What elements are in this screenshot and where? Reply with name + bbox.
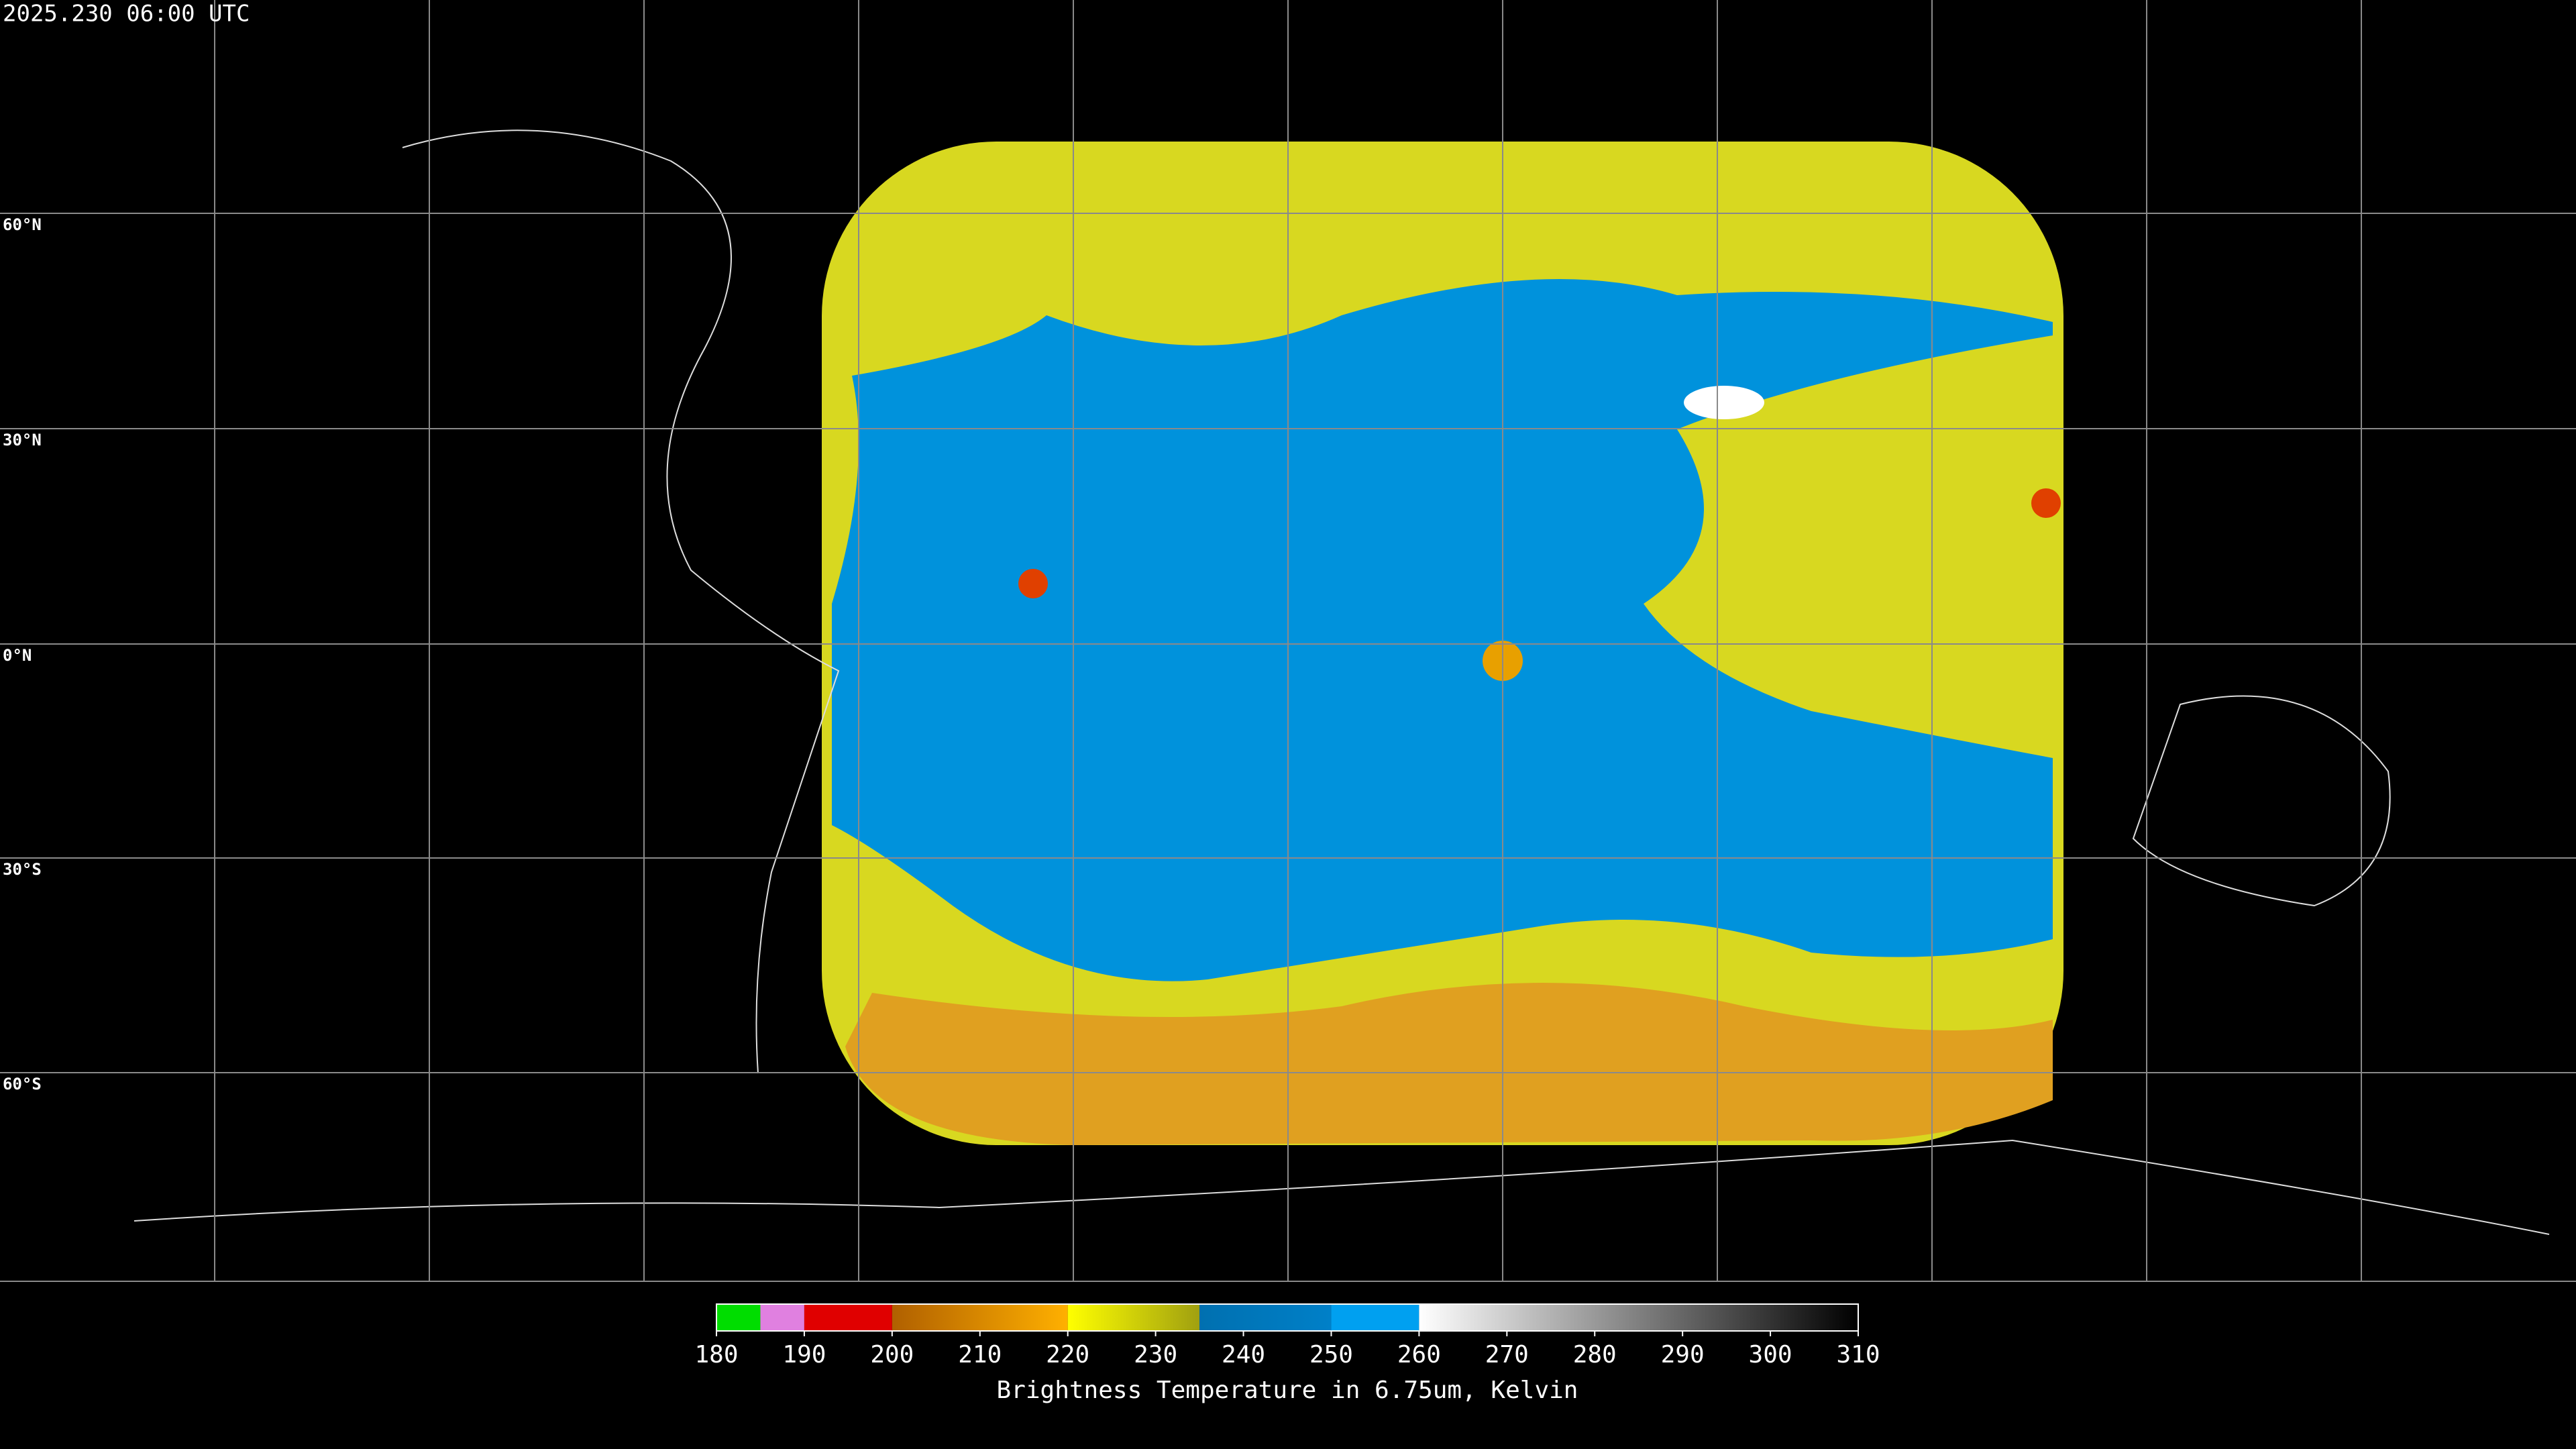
- convection: [1018, 569, 1048, 598]
- latitude-label: 60°N: [3, 215, 42, 234]
- colorbar-tick-label: 270: [1485, 1341, 1529, 1368]
- colorbar-frame: [716, 1303, 1859, 1332]
- colorbar-segment: [1331, 1304, 1419, 1331]
- colorbar-tick-label: 180: [694, 1341, 738, 1368]
- latitude-label: 30°S: [3, 860, 42, 879]
- coastline: [2132, 695, 2391, 907]
- colorbar-segment: [760, 1304, 804, 1331]
- colorbar-tick-label: 290: [1661, 1341, 1705, 1368]
- colorbar-tick-label: 280: [1573, 1341, 1617, 1368]
- colorbar-label: Brightness Temperature in 6.75um, Kelvin: [997, 1377, 1578, 1404]
- moist-region: [1644, 335, 2053, 758]
- latitude-label: 0°N: [3, 646, 32, 665]
- colorbar-segment: [804, 1304, 892, 1331]
- colorbar-tick-label: 250: [1309, 1341, 1353, 1368]
- colorbar-segment: [1199, 1304, 1332, 1331]
- latitude-labels: 60°N 30°N 0°N 30°S 60°S: [3, 215, 42, 1093]
- colorbar-tick-label: 260: [1397, 1341, 1441, 1368]
- colorbar-segment: [1067, 1304, 1200, 1331]
- latitude-label: 60°S: [3, 1075, 42, 1093]
- colorbar-tick-label: 300: [1749, 1341, 1792, 1368]
- coastlines: [133, 129, 2550, 1235]
- warm-spot: [1684, 386, 1764, 419]
- cold-band: [845, 983, 2053, 1145]
- colorbar-tick-label: 240: [1222, 1341, 1265, 1368]
- coastline: [402, 129, 840, 1074]
- coastline: [133, 1139, 2550, 1235]
- colorbar-tick-label: 310: [1836, 1341, 1880, 1368]
- colorbar-tick-label: 220: [1046, 1341, 1089, 1368]
- timestamp: 2025.230 06:00 UTC: [3, 1, 250, 28]
- colorbar-tick-label: 230: [1134, 1341, 1177, 1368]
- colorbar-tick-label: 190: [782, 1341, 826, 1368]
- latitude-label: 30°N: [3, 431, 42, 449]
- colorbar-tick-label: 210: [958, 1341, 1002, 1368]
- colorbar-segment: [1419, 1304, 1858, 1331]
- colorbar-segment: [892, 1304, 1068, 1331]
- colorbar-tick-label: 200: [870, 1341, 914, 1368]
- colorbar-segment: [716, 1304, 761, 1331]
- colorbar: 180 190 200 210 220 230 240 250 260 270 280 290 300 3…: [694, 1303, 1880, 1368]
- graticule: [0, 0, 2576, 1282]
- convection: [2031, 488, 2061, 518]
